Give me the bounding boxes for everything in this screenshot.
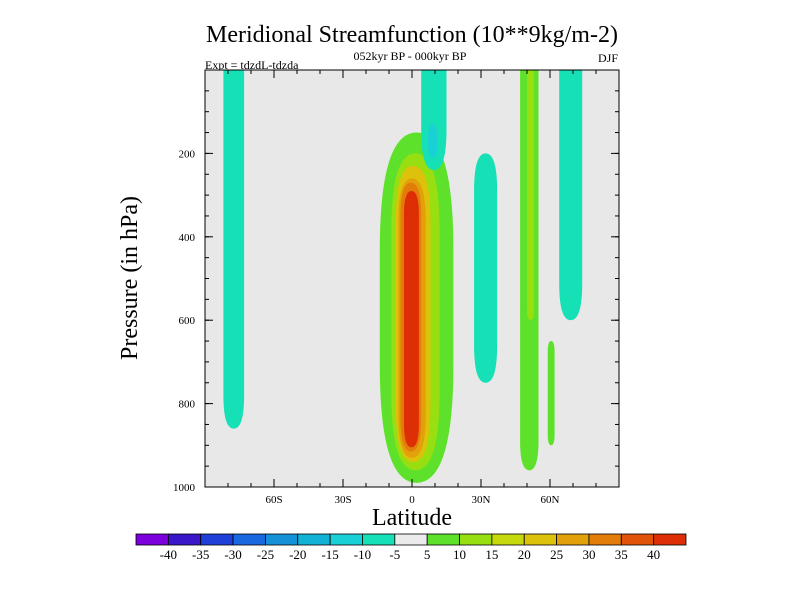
x-tick-label: 30N bbox=[472, 494, 491, 506]
colorbar-swatch bbox=[556, 533, 590, 546]
x-tick-label: 60N bbox=[541, 494, 560, 506]
season-label: DJF bbox=[598, 51, 618, 65]
y-tick-label: 800 bbox=[179, 399, 196, 411]
y-tick-label: 200 bbox=[179, 148, 196, 160]
colorbar-label: 5 bbox=[424, 547, 431, 562]
colorbar-swatch bbox=[394, 533, 428, 546]
colorbar-swatch bbox=[167, 533, 202, 546]
colorbar-swatch bbox=[426, 533, 460, 546]
chart-title: Meridional Streamfunction (10**9kg/m-2) bbox=[206, 22, 618, 48]
experiment-label: Expt = tdzdL-tdzda bbox=[205, 58, 299, 72]
plot-area: 60S 30S 0 30N 60N 200 400 600 800 1000 bbox=[173, 69, 620, 506]
colorbar-swatch bbox=[329, 533, 363, 546]
colorbar-swatch bbox=[620, 533, 655, 546]
contour-region-6 bbox=[223, 70, 245, 429]
contour-region-5 bbox=[403, 190, 419, 448]
contour-region-7 bbox=[421, 70, 447, 171]
x-axis-label: Latitude bbox=[372, 505, 452, 531]
colorbar-swatch bbox=[200, 533, 234, 546]
y-axis-label: Pressure (in hPa) bbox=[117, 196, 143, 360]
colorbar-swatch bbox=[362, 533, 396, 546]
colorbar-swatch bbox=[523, 533, 557, 546]
colorbar-swatch bbox=[265, 533, 299, 546]
contour-region-12 bbox=[559, 70, 583, 321]
colorbar-label: -20 bbox=[289, 547, 306, 562]
colorbar-label: 35 bbox=[615, 547, 628, 562]
y-tick-label: 1000 bbox=[173, 482, 196, 494]
colorbar-label: -40 bbox=[160, 547, 177, 562]
contour-region-9 bbox=[474, 153, 498, 383]
contour-region-13 bbox=[547, 341, 555, 446]
colorbar-label: 25 bbox=[550, 547, 563, 562]
colorbar: -40 -35 -30 -25 -20 -15 -10 -5 5 10 15 20 25 30 35 40 bbox=[135, 533, 687, 562]
chart-subtitle: 052kyr BP - 000kyr BP bbox=[354, 49, 467, 63]
y-tick-label: 400 bbox=[179, 232, 196, 244]
x-tick-label: 0 bbox=[409, 494, 415, 506]
colorbar-swatch bbox=[459, 533, 493, 546]
colorbar-swatch bbox=[135, 533, 169, 546]
colorbar-swatch bbox=[653, 533, 687, 546]
colorbar-label: 15 bbox=[485, 547, 498, 562]
colorbar-label: 10 bbox=[453, 547, 466, 562]
x-tick-label: 60S bbox=[265, 494, 282, 506]
axis-ticks: 60S 30S 0 30N 60N 200 400 600 800 1000 bbox=[173, 70, 619, 506]
contour-region-11 bbox=[527, 70, 534, 321]
colorbar-label: -10 bbox=[354, 547, 371, 562]
colorbar-swatch bbox=[491, 533, 525, 546]
colorbar-label: -15 bbox=[321, 547, 338, 562]
colorbar-label: 20 bbox=[518, 547, 531, 562]
x-tick-label: 30S bbox=[334, 494, 351, 506]
colorbar-swatch bbox=[232, 533, 266, 546]
contour-region-8 bbox=[428, 124, 438, 158]
colorbar-swatch bbox=[297, 533, 331, 546]
colorbar-label: -25 bbox=[257, 547, 274, 562]
colorbar-label: -35 bbox=[192, 547, 209, 562]
colorbar-label: 40 bbox=[647, 547, 660, 562]
colorbar-swatch bbox=[588, 533, 622, 546]
colorbar-label: -30 bbox=[224, 547, 241, 562]
colorbar-label: -5 bbox=[389, 547, 400, 562]
y-tick-label: 600 bbox=[179, 315, 196, 327]
contour-fills bbox=[223, 70, 583, 483]
colorbar-label: 30 bbox=[582, 547, 595, 562]
